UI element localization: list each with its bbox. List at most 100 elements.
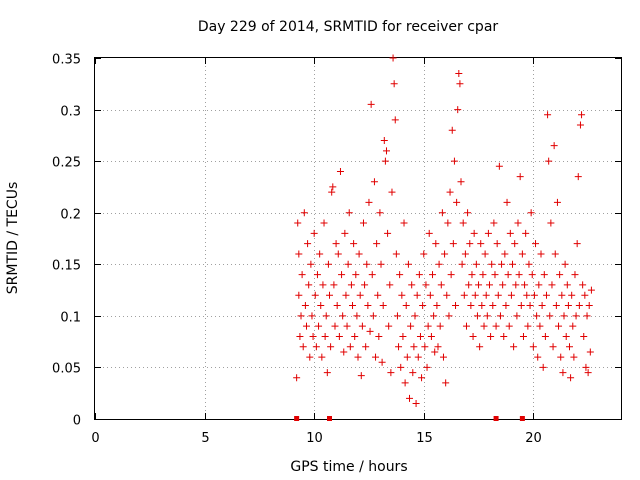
data-point — [549, 343, 557, 351]
data-point — [448, 126, 456, 134]
zero-marker — [327, 416, 333, 421]
data-point — [324, 260, 332, 268]
data-point — [387, 369, 395, 377]
data-point — [392, 250, 400, 258]
data-point — [372, 353, 380, 361]
data-point — [327, 343, 335, 351]
data-point — [346, 343, 354, 351]
data-point — [395, 343, 403, 351]
data-point — [491, 271, 499, 279]
data-point — [447, 271, 455, 279]
data-point — [453, 198, 461, 206]
zero-marker — [493, 416, 499, 421]
data-point — [506, 229, 514, 237]
data-point — [398, 291, 406, 299]
chart-title: Day 229 of 2014, SRMTID for receiver cpa… — [198, 19, 499, 35]
data-point — [356, 291, 364, 299]
data-point — [504, 271, 512, 279]
data-point — [538, 302, 546, 310]
data-point — [525, 260, 533, 268]
data-point — [462, 322, 470, 330]
data-point — [304, 240, 312, 248]
data-point — [567, 374, 575, 382]
data-point — [522, 229, 530, 237]
y-tick-label: 0.05 — [52, 362, 81, 377]
data-point — [472, 260, 480, 268]
axis-ticks: 0 5 10 15 20 0 0.05 0.1 0.15 0.2 0.25 0.3 0.35 — [52, 53, 621, 446]
data-point — [533, 312, 541, 320]
data-point — [585, 302, 593, 310]
data-point — [318, 353, 326, 361]
data-point — [422, 281, 430, 289]
data-point — [456, 80, 464, 88]
data-point — [326, 291, 334, 299]
data-point — [458, 260, 466, 268]
data-point — [390, 80, 398, 88]
zero-marker — [294, 416, 300, 421]
data-point — [444, 219, 452, 227]
data-point — [342, 291, 350, 299]
data-point — [373, 240, 381, 248]
x-tick-label: 5 — [201, 431, 209, 446]
data-point — [368, 271, 376, 279]
data-point — [496, 312, 504, 320]
data-point — [459, 219, 467, 227]
data-point — [344, 260, 352, 268]
data-point — [416, 332, 424, 340]
data-point — [510, 343, 518, 351]
data-point — [434, 343, 442, 351]
data-point — [565, 343, 573, 351]
data-point — [487, 332, 495, 340]
data-point — [471, 291, 479, 299]
data-point — [389, 54, 397, 62]
data-point — [509, 260, 517, 268]
data-point — [369, 312, 377, 320]
data-point — [370, 178, 378, 186]
data-point — [484, 229, 492, 237]
data-point — [583, 312, 591, 320]
data-point — [384, 229, 392, 237]
data-point — [414, 353, 422, 361]
data-point — [353, 312, 361, 320]
data-point — [515, 271, 523, 279]
data-point — [551, 250, 559, 258]
data-point — [431, 348, 439, 356]
y-tick-label: 0.3 — [60, 105, 81, 120]
data-point — [410, 343, 418, 351]
data-point — [359, 219, 367, 227]
data-point — [572, 312, 580, 320]
data-point — [406, 394, 414, 402]
data-point — [317, 302, 325, 310]
data-point — [424, 322, 432, 330]
data-point — [464, 209, 472, 217]
data-point — [307, 260, 315, 268]
data-point — [334, 250, 342, 258]
data-point — [561, 260, 569, 268]
data-point — [571, 271, 579, 279]
data-point — [542, 291, 550, 299]
data-point — [350, 240, 358, 248]
data-point — [435, 260, 443, 268]
data-point — [381, 157, 389, 165]
data-point — [580, 332, 588, 340]
data-point — [547, 219, 555, 227]
data-point — [442, 379, 450, 387]
data-point — [294, 219, 302, 227]
y-tick-label: 0.15 — [52, 259, 81, 274]
data-point — [313, 271, 321, 279]
data-point — [301, 302, 309, 310]
data-point — [562, 332, 570, 340]
data-point — [423, 363, 431, 371]
data-point — [498, 260, 506, 268]
data-point — [560, 312, 568, 320]
data-point — [343, 322, 351, 330]
data-point — [536, 322, 544, 330]
data-point — [507, 291, 515, 299]
data-point — [556, 271, 564, 279]
data-point — [305, 281, 313, 289]
data-point — [357, 372, 365, 380]
data-point — [559, 369, 567, 377]
data-point — [524, 322, 532, 330]
data-point — [366, 327, 374, 335]
